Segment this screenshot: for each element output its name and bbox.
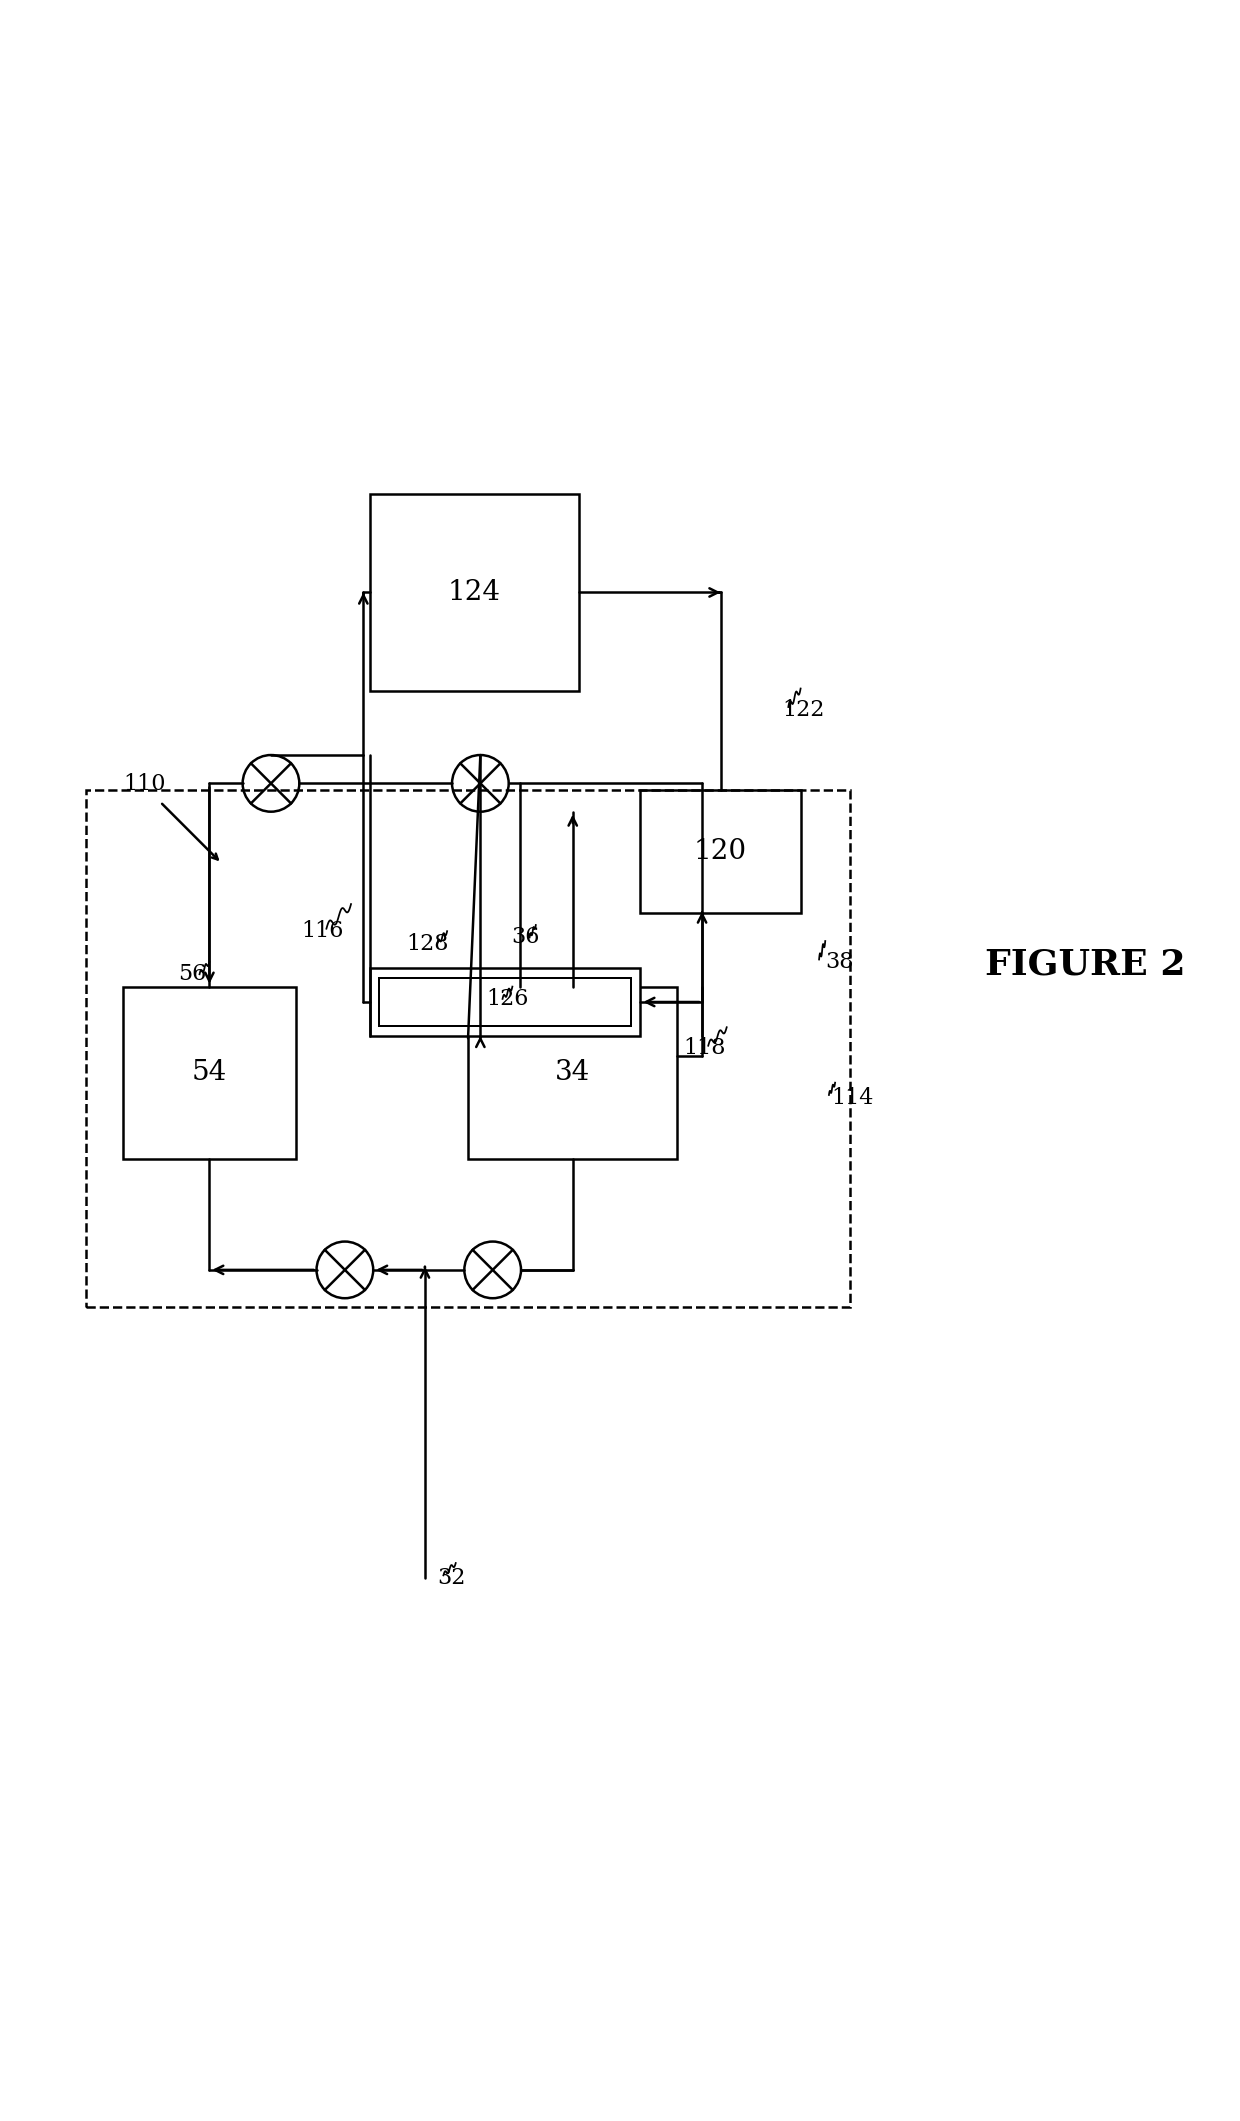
Text: 32: 32 (438, 1567, 466, 1589)
FancyBboxPatch shape (641, 789, 801, 912)
Text: 118: 118 (683, 1037, 727, 1058)
Text: 56: 56 (179, 963, 207, 986)
Text: 34: 34 (556, 1058, 590, 1086)
Text: 114: 114 (831, 1086, 874, 1109)
Text: 54: 54 (192, 1058, 227, 1086)
Text: 122: 122 (782, 698, 825, 721)
Text: FIGURE 2: FIGURE 2 (986, 948, 1185, 982)
Text: 126: 126 (486, 988, 529, 1010)
FancyBboxPatch shape (467, 986, 677, 1158)
FancyBboxPatch shape (370, 494, 579, 691)
Text: 116: 116 (301, 921, 345, 942)
Text: 38: 38 (826, 950, 853, 974)
FancyBboxPatch shape (123, 986, 295, 1158)
FancyBboxPatch shape (370, 967, 641, 1035)
Text: 120: 120 (694, 838, 748, 865)
FancyBboxPatch shape (379, 978, 631, 1027)
Text: 36: 36 (511, 927, 539, 948)
Text: 124: 124 (448, 579, 501, 607)
Text: 110: 110 (123, 772, 166, 795)
Text: 128: 128 (407, 933, 449, 954)
